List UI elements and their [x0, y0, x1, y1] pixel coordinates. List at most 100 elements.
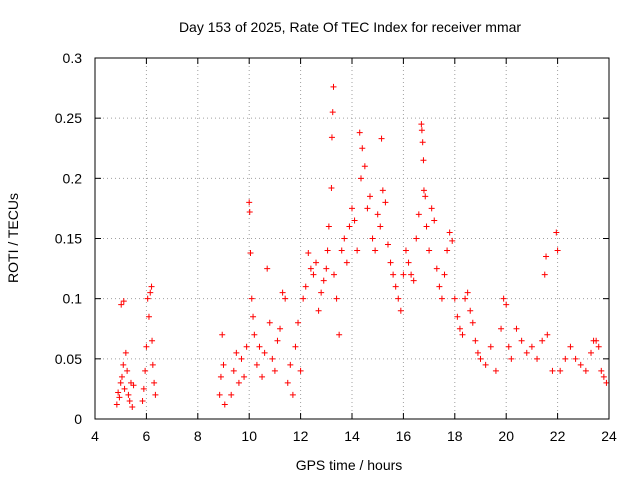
data-point	[142, 367, 149, 374]
data-point	[357, 175, 364, 182]
data-point	[284, 379, 291, 386]
data-point	[572, 355, 579, 362]
data-point	[300, 295, 307, 302]
data-point	[148, 283, 155, 290]
data-point	[595, 343, 602, 350]
data-point	[349, 205, 355, 212]
data-point	[593, 337, 600, 344]
data-point	[307, 265, 314, 272]
data-point	[124, 367, 131, 374]
data-point	[553, 229, 560, 236]
data-point	[402, 247, 409, 254]
data-point	[505, 343, 512, 350]
data-point	[503, 301, 510, 308]
data-point	[382, 199, 389, 206]
x-tick-label: 18	[447, 428, 463, 444]
data-point	[449, 237, 456, 244]
data-point	[241, 373, 248, 380]
data-point	[151, 379, 158, 386]
data-point	[562, 355, 569, 362]
data-point	[217, 373, 224, 380]
data-point	[120, 298, 127, 305]
data-point	[359, 145, 366, 152]
data-point	[598, 367, 605, 374]
x-tick-label: 12	[293, 428, 309, 444]
data-point	[444, 247, 451, 254]
data-point	[518, 337, 525, 344]
data-point	[282, 295, 289, 302]
x-tick-label: 20	[498, 428, 514, 444]
data-point	[253, 361, 260, 368]
data-point	[246, 199, 253, 206]
data-point	[113, 401, 120, 408]
data-point	[582, 367, 589, 374]
data-point	[230, 367, 237, 374]
data-point	[557, 367, 564, 374]
data-point	[419, 139, 426, 146]
data-point	[413, 235, 420, 242]
data-point	[235, 379, 242, 386]
data-point	[462, 295, 469, 302]
data-point	[410, 277, 417, 284]
data-point	[420, 187, 427, 194]
data-point	[228, 391, 235, 398]
x-tick-label: 22	[550, 428, 566, 444]
data-point	[259, 373, 266, 380]
data-point	[246, 209, 253, 216]
data-point	[323, 265, 330, 272]
data-point	[328, 134, 335, 141]
y-tick-label: 0.1	[63, 291, 83, 307]
y-tick-label: 0.2	[63, 170, 83, 186]
data-point	[274, 337, 281, 344]
data-point	[554, 247, 561, 254]
x-axis-label: GPS time / hours	[296, 457, 403, 473]
data-point	[149, 337, 156, 344]
data-point	[221, 401, 228, 408]
data-point	[369, 235, 376, 242]
data-point	[366, 193, 373, 200]
data-point	[498, 325, 505, 332]
data-point	[374, 211, 381, 218]
data-point	[333, 295, 340, 302]
data-point	[279, 289, 286, 296]
data-point	[287, 361, 294, 368]
data-point	[143, 343, 150, 350]
data-point	[116, 394, 123, 401]
data-point	[292, 343, 299, 350]
data-point	[395, 295, 402, 302]
data-point	[567, 343, 574, 350]
data-point	[418, 121, 425, 128]
data-point	[603, 379, 610, 386]
data-point	[456, 325, 463, 332]
data-point	[397, 307, 404, 314]
data-point	[115, 389, 122, 396]
data-point	[513, 325, 520, 332]
data-point	[120, 361, 127, 368]
data-point	[149, 361, 156, 368]
data-point	[541, 271, 548, 278]
data-point	[454, 313, 461, 320]
data-point	[379, 187, 386, 194]
data-point	[343, 259, 350, 266]
data-point	[544, 331, 551, 338]
data-point	[338, 247, 345, 254]
data-point	[118, 373, 125, 380]
data-point	[356, 129, 363, 136]
data-point	[477, 355, 484, 362]
data-point	[405, 259, 412, 266]
data-point	[152, 391, 159, 398]
data-point	[549, 367, 556, 374]
data-point	[250, 313, 257, 320]
data-point	[118, 301, 125, 308]
data-point	[126, 397, 133, 404]
data-point	[324, 247, 331, 254]
data-point	[310, 271, 317, 278]
data-point	[451, 295, 458, 302]
data-point	[139, 397, 146, 404]
data-point	[271, 367, 278, 374]
data-point	[331, 271, 338, 278]
data-point	[487, 343, 494, 350]
data-point	[277, 325, 284, 332]
data-point	[600, 373, 607, 380]
